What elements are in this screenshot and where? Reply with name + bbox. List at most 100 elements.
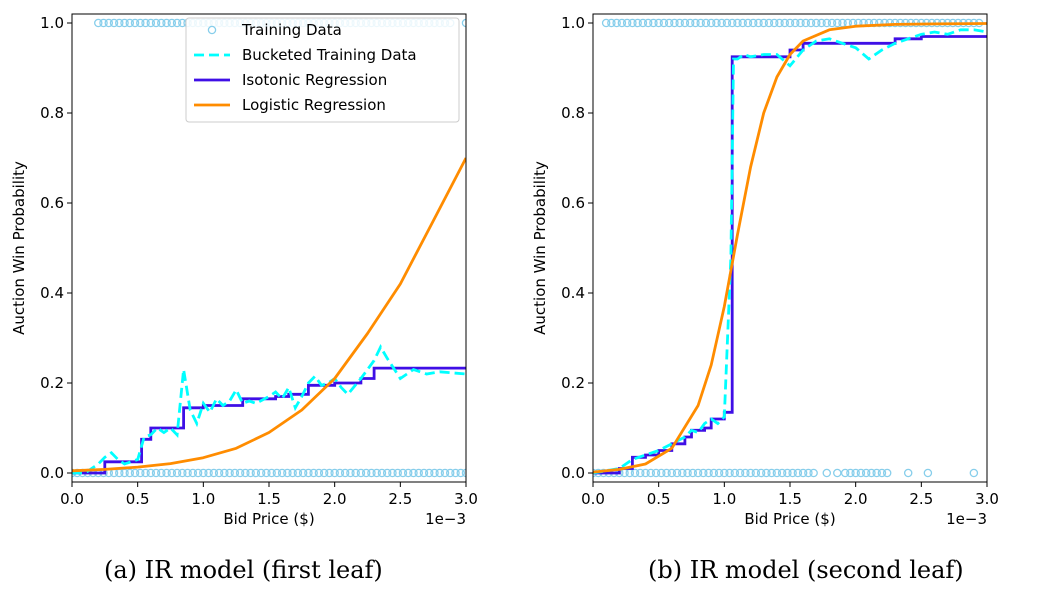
training-point [675,18,684,28]
training-point [885,18,895,28]
training-point [725,468,734,478]
y-tick-label: 0.0 [40,464,64,482]
series-logistic-regression [593,22,987,474]
training-point [109,18,119,28]
training-point [382,468,392,478]
legend-key-training-data [207,25,217,35]
training-point [220,468,229,478]
training-point [714,468,724,478]
training-point [762,468,771,478]
training-point [335,468,345,478]
training-point [651,468,661,478]
x-tick-label: 2.0 [844,490,868,508]
training-point [727,18,737,28]
training-point [183,468,192,478]
training-point [115,18,124,28]
training-point [877,468,887,478]
training-point [654,18,663,28]
plot-frame [592,13,988,483]
plot-area [593,18,987,478]
training-point [903,468,913,478]
series-logistic-regression [72,157,466,473]
training-point [403,468,413,478]
y-tick-label: 0.6 [561,194,585,212]
training-point [827,18,837,28]
training-point [151,468,161,478]
training-point [157,468,166,478]
training-point [833,468,842,478]
training-point [199,468,208,478]
y-axis-label: Auction Win Probability [10,161,28,335]
training-point [414,468,423,478]
training-point [167,18,177,28]
training-point [277,468,287,478]
training-point [735,468,745,478]
training-point [840,468,850,478]
y-tick-label: 0.6 [40,194,64,212]
training-point [309,468,318,478]
training-point [325,468,334,478]
training-point [430,468,439,478]
training-point [657,468,666,478]
training-point [856,468,866,478]
training-point [769,18,779,28]
training-point [678,468,687,478]
training-point [607,18,616,28]
training-point [812,18,821,28]
training-point [141,468,150,478]
training-point [351,468,360,478]
training-point [801,18,811,28]
training-point [167,468,177,478]
training-point [272,468,282,478]
training-point [204,468,213,478]
training-point [120,18,129,28]
training-point [788,468,797,478]
training-point [136,18,145,28]
training-point [851,468,860,478]
training-point [419,468,429,478]
series-isotonic-regression [72,366,466,475]
x-offset-text: 1e−3 [946,510,987,528]
training-point [636,468,645,478]
training-point [230,468,240,478]
training-point [754,18,763,28]
x-tick-label: 3.0 [975,490,999,508]
training-point [709,468,719,478]
training-point [882,468,892,478]
training-point [741,468,750,478]
training-point [783,468,792,478]
training-point [688,468,698,478]
training-point [225,468,234,478]
x-axis-label: Bid Price ($) [223,510,314,528]
x-tick-label: 1.5 [778,490,802,508]
training-point [670,18,679,28]
training-point [923,468,933,478]
training-point [456,468,465,478]
series-training-data [593,18,984,478]
training-point [319,468,329,478]
x-offset-text: 1e−3 [425,510,466,528]
training-point [214,468,224,478]
y-axis-label: Auction Win Probability [531,161,549,335]
training-point [646,468,656,478]
training-point [136,468,145,478]
training-point [664,18,674,28]
training-point [162,468,171,478]
training-point [314,468,324,478]
x-tick-label: 1.0 [191,490,215,508]
training-point [872,468,881,478]
training-point [424,468,434,478]
y-tick-label: 0.4 [40,284,64,302]
training-point [409,468,418,478]
training-point [130,468,140,478]
training-point [733,18,742,28]
caption-b: (b) IR model (second leaf) [648,556,964,584]
training-point [630,468,640,478]
training-point [172,18,182,28]
training-point [99,18,108,28]
training-point [751,468,761,478]
training-point [846,468,855,478]
training-point [746,468,755,478]
training-point [251,468,261,478]
chart-a-svg: 0.0 0.5 1.0 1.5 2.0 2.5 3.0 0.0 0.2 0.4 0.6 0.8 1.0 B… [10,13,478,528]
